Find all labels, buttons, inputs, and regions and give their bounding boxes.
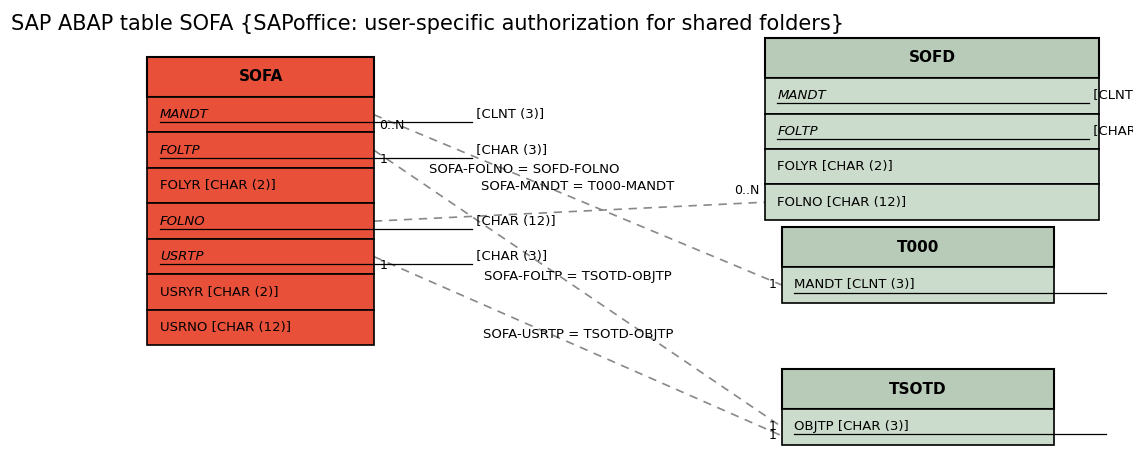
Text: [CHAR (3)]: [CHAR (3)] [472, 144, 547, 157]
Text: 0..N: 0..N [734, 184, 759, 198]
Text: 1: 1 [380, 259, 387, 272]
Text: SOFA: SOFA [238, 70, 283, 84]
Text: OBJTP [CHAR (3)]: OBJTP [CHAR (3)] [794, 420, 909, 433]
Text: [CLNT (3)]: [CLNT (3)] [1090, 89, 1133, 102]
Bar [782, 267, 1054, 303]
Text: SOFA-USRTP = TSOTD-OBJTP: SOFA-USRTP = TSOTD-OBJTP [483, 327, 673, 341]
Text: SOFD: SOFD [909, 51, 955, 65]
Bar [147, 203, 374, 239]
Bar [765, 149, 1099, 184]
Text: TSOTD: TSOTD [889, 382, 946, 396]
Text: [CHAR (3)]: [CHAR (3)] [472, 250, 547, 263]
Text: FOLYR [CHAR (2)]: FOLYR [CHAR (2)] [777, 160, 893, 173]
Text: FOLTP: FOLTP [160, 144, 201, 157]
Text: 1: 1 [768, 420, 776, 433]
Bar [782, 227, 1054, 267]
Text: FOLYR [CHAR (2)]: FOLYR [CHAR (2)] [160, 179, 275, 192]
Text: [CLNT (3)]: [CLNT (3)] [472, 108, 544, 121]
Bar [147, 310, 374, 345]
Text: MANDT: MANDT [160, 108, 208, 121]
Text: FOLNO [CHAR (12)]: FOLNO [CHAR (12)] [777, 196, 906, 209]
Text: FOLNO: FOLNO [160, 215, 205, 228]
Bar [765, 184, 1099, 220]
Bar [782, 409, 1054, 445]
Text: SOFA-FOLNO = SOFD-FOLNO: SOFA-FOLNO = SOFD-FOLNO [428, 163, 620, 176]
Text: FOLTP: FOLTP [777, 125, 818, 138]
Text: [CHAR (3)]: [CHAR (3)] [1090, 125, 1133, 138]
Bar [147, 168, 374, 203]
Text: T000: T000 [896, 240, 939, 254]
Text: MANDT: MANDT [777, 89, 826, 102]
Text: 0..N: 0..N [380, 120, 404, 132]
Text: USRTP: USRTP [160, 250, 203, 263]
Bar [147, 97, 374, 132]
Bar [765, 38, 1099, 78]
Text: SOFA-FOLTP = TSOTD-OBJTP: SOFA-FOLTP = TSOTD-OBJTP [484, 270, 672, 283]
Text: 1: 1 [768, 429, 776, 442]
Text: 1: 1 [380, 152, 387, 166]
Text: USRYR [CHAR (2)]: USRYR [CHAR (2)] [160, 286, 279, 298]
Text: SOFA-MANDT = T000-MANDT: SOFA-MANDT = T000-MANDT [482, 180, 674, 193]
Bar [147, 57, 374, 97]
Text: [CHAR (12)]: [CHAR (12)] [472, 215, 555, 228]
Text: MANDT [CLNT (3)]: MANDT [CLNT (3)] [794, 279, 914, 291]
Bar [147, 239, 374, 274]
Bar [147, 274, 374, 310]
Bar [147, 132, 374, 168]
Text: 1: 1 [768, 279, 776, 291]
Text: USRNO [CHAR (12)]: USRNO [CHAR (12)] [160, 321, 291, 334]
Text: SAP ABAP table SOFA {SAPoffice: user-specific authorization for shared folders}: SAP ABAP table SOFA {SAPoffice: user-spe… [11, 14, 844, 34]
Bar [765, 114, 1099, 149]
Bar [765, 78, 1099, 114]
Bar [782, 369, 1054, 409]
